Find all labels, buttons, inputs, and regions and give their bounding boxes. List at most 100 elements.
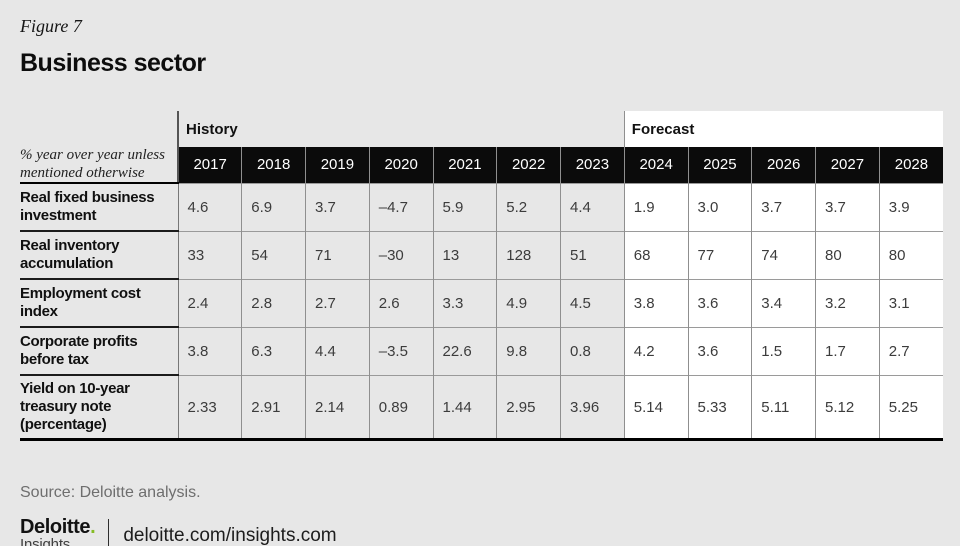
- year-header: 2017: [177, 147, 242, 184]
- data-cell: 2.14: [305, 374, 370, 442]
- deloitte-insights-logo: Deloitte. Insights: [20, 516, 96, 546]
- data-cell: 3.7: [305, 182, 370, 232]
- data-cell: 3.9: [878, 182, 944, 232]
- row-label: Employment cost index: [20, 278, 178, 328]
- table-row: Corporate profits before tax 3.8 6.3 4.4…: [20, 326, 944, 376]
- row-label: Yield on 10-year treasury note (percenta…: [20, 374, 178, 442]
- data-cell: 3.96: [560, 374, 625, 442]
- data-cell: 5.12: [815, 374, 880, 442]
- data-cell: 3.3: [432, 278, 497, 328]
- data-cell: 54: [241, 230, 306, 280]
- year-header: 2020: [368, 147, 433, 184]
- data-cell: 0.89: [368, 374, 433, 442]
- data-cell: –3.5: [368, 326, 433, 376]
- data-cell: 3.0: [687, 182, 752, 232]
- data-cell: 3.8: [623, 278, 689, 328]
- data-cell: 3.4: [751, 278, 816, 328]
- year-header: 2019: [305, 147, 370, 184]
- table-row: Employment cost index 2.4 2.8 2.7 2.6 3.…: [20, 278, 944, 328]
- year-header: 2028: [878, 147, 944, 184]
- data-cell: 9.8: [496, 326, 561, 376]
- data-cell: 80: [878, 230, 944, 280]
- data-cell: 68: [623, 230, 689, 280]
- data-cell: 3.6: [687, 326, 752, 376]
- brand-name: Deloitte.: [20, 516, 96, 539]
- data-cell: 3.2: [815, 278, 880, 328]
- data-cell: 51: [560, 230, 625, 280]
- source-note: Source: Deloitte analysis.: [20, 484, 201, 502]
- data-cell: 4.6: [177, 182, 242, 232]
- data-cell: 3.8: [177, 326, 242, 376]
- data-cell: 2.7: [305, 278, 370, 328]
- data-cell: 3.1: [878, 278, 944, 328]
- data-cell: 2.6: [368, 278, 433, 328]
- data-cell: –30: [368, 230, 433, 280]
- history-group-header: History: [176, 111, 625, 147]
- business-sector-table: History Forecast % year over year unless…: [20, 111, 944, 442]
- data-cell: 3.6: [687, 278, 752, 328]
- data-cell: 0.8: [560, 326, 625, 376]
- data-cell: 13: [432, 230, 497, 280]
- year-header: 2024: [623, 147, 689, 184]
- data-cell: –4.7: [368, 182, 433, 232]
- data-cell: 1.7: [815, 326, 880, 376]
- year-header: 2022: [496, 147, 561, 184]
- data-cell: 1.44: [432, 374, 497, 442]
- year-header: 2021: [432, 147, 497, 184]
- data-cell: 6.9: [241, 182, 306, 232]
- data-cell: 5.11: [751, 374, 816, 442]
- data-cell: 77: [687, 230, 752, 280]
- data-cell: 22.6: [432, 326, 497, 376]
- data-cell: 1.5: [751, 326, 816, 376]
- figure-label: Figure 7: [20, 16, 82, 36]
- data-cell: 33: [177, 230, 242, 280]
- data-cell: 6.3: [241, 326, 306, 376]
- unit-note: % year over year unless mentioned otherw…: [20, 147, 178, 185]
- data-cell: 2.8: [241, 278, 306, 328]
- data-cell: 2.33: [177, 374, 242, 442]
- data-cell: 3.7: [751, 182, 816, 232]
- data-cell: 1.9: [623, 182, 689, 232]
- row-label: Real inventory accumulation: [20, 230, 178, 280]
- group-header-spacer: [20, 111, 178, 147]
- data-cell: 128: [496, 230, 561, 280]
- data-cell: 5.25: [878, 374, 944, 442]
- row-label: Corporate profits before tax: [20, 326, 178, 376]
- brand-url: deloitte.com/insights.com: [123, 524, 337, 546]
- year-header: 2018: [241, 147, 306, 184]
- year-header: 2026: [751, 147, 816, 184]
- data-cell: 2.91: [241, 374, 306, 442]
- data-cell: 2.95: [496, 374, 561, 442]
- brand-footer: Deloitte. Insights deloitte.com/insights…: [20, 517, 943, 546]
- year-header: 2027: [815, 147, 880, 184]
- data-cell: 5.14: [623, 374, 689, 442]
- year-header-row: % year over year unless mentioned otherw…: [20, 147, 944, 185]
- data-cell: 2.4: [177, 278, 242, 328]
- data-cell: 5.2: [496, 182, 561, 232]
- table-row: Real fixed business investment 4.6 6.9 3…: [20, 182, 944, 232]
- year-header: 2023: [560, 147, 625, 184]
- data-cell: 74: [751, 230, 816, 280]
- page-title: Business sector: [20, 49, 206, 77]
- forecast-group-header: Forecast: [623, 111, 944, 147]
- data-cell: 4.5: [560, 278, 625, 328]
- data-cell: 80: [815, 230, 880, 280]
- data-cell: 4.2: [623, 326, 689, 376]
- brand-divider: [108, 518, 110, 546]
- data-cell: 3.7: [815, 182, 880, 232]
- data-cell: 71: [305, 230, 370, 280]
- data-cell: 2.7: [878, 326, 944, 376]
- table-row: Real inventory accumulation 33 54 71 –30…: [20, 230, 944, 280]
- row-label: Real fixed business investment: [20, 182, 178, 232]
- group-header-row: History Forecast: [20, 111, 944, 147]
- data-cell: 4.4: [305, 326, 370, 376]
- data-cell: 5.33: [687, 374, 752, 442]
- data-cell: 4.4: [560, 182, 625, 232]
- year-header: 2025: [687, 147, 752, 184]
- brand-subtitle: Insights: [20, 536, 71, 546]
- data-cell: 4.9: [496, 278, 561, 328]
- brand-green-dot: .: [90, 516, 96, 539]
- data-cell: 5.9: [432, 182, 497, 232]
- brand-wordmark: Deloitte: [20, 516, 91, 539]
